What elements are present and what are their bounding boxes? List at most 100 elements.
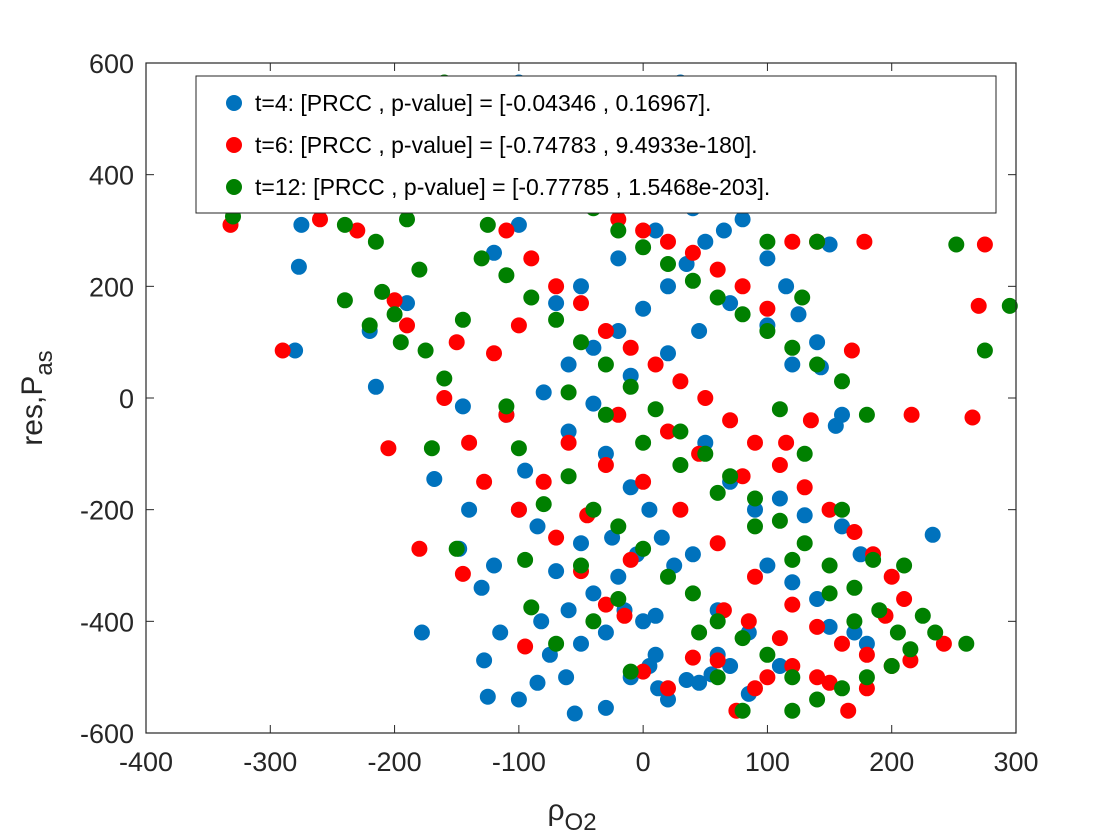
point-series-1-93 bbox=[771, 630, 788, 647]
point-series-2-80 bbox=[784, 551, 801, 568]
point-series-1-2 bbox=[380, 440, 397, 457]
point-series-2-72 bbox=[871, 602, 888, 619]
point-series-2-21 bbox=[660, 568, 676, 585]
point-series-2-103 bbox=[573, 557, 589, 574]
point-series-2-60 bbox=[573, 334, 589, 351]
point-series-0-55 bbox=[852, 546, 869, 563]
point-series-2-79 bbox=[747, 518, 763, 535]
point-series-2-33 bbox=[958, 635, 975, 652]
point-series-1-4 bbox=[411, 540, 428, 557]
point-series-1-63 bbox=[747, 434, 763, 451]
point-series-1-23 bbox=[759, 669, 776, 686]
point-series-2-92 bbox=[865, 551, 882, 568]
point-series-1-17 bbox=[635, 663, 652, 680]
point-series-1-49 bbox=[784, 233, 801, 250]
point-series-1-74 bbox=[672, 501, 689, 518]
y-tick-label-3: 0 bbox=[119, 384, 134, 414]
point-series-0-63 bbox=[660, 278, 676, 295]
point-series-1-53 bbox=[498, 222, 515, 239]
point-series-0-82 bbox=[548, 295, 565, 312]
y-tick-label-1: 400 bbox=[89, 161, 134, 191]
point-series-1-56 bbox=[573, 295, 589, 312]
point-series-2-95 bbox=[784, 702, 801, 719]
point-series-1-87 bbox=[734, 468, 751, 485]
point-series-0-37 bbox=[635, 613, 652, 630]
x-tick-label-5: 100 bbox=[745, 747, 790, 777]
point-series-2-5 bbox=[392, 334, 409, 351]
point-series-0-102 bbox=[809, 591, 826, 607]
point-series-2-3 bbox=[374, 283, 391, 300]
point-series-2-11 bbox=[454, 311, 471, 328]
point-series-0-47 bbox=[641, 501, 658, 518]
point-series-1-75 bbox=[709, 535, 726, 552]
point-series-0-112 bbox=[461, 501, 478, 518]
point-series-2-100 bbox=[548, 635, 565, 652]
point-series-0-72 bbox=[486, 244, 502, 261]
x-tick-label-0: -400 bbox=[119, 747, 173, 777]
point-series-1-31 bbox=[935, 635, 952, 652]
point-series-0-2 bbox=[290, 258, 307, 275]
point-series-0-1 bbox=[293, 216, 310, 233]
point-series-0-21 bbox=[597, 699, 614, 716]
point-series-0-12 bbox=[479, 688, 496, 705]
x-tick-label-6: 200 bbox=[869, 747, 914, 777]
point-series-0-84 bbox=[610, 250, 627, 267]
point-series-0-7 bbox=[426, 471, 443, 487]
point-series-1-61 bbox=[697, 390, 714, 406]
point-series-2-8 bbox=[417, 342, 434, 359]
point-series-2-77 bbox=[672, 457, 689, 473]
point-series-2-84 bbox=[809, 233, 826, 250]
point-series-2-98 bbox=[622, 663, 639, 680]
point-series-0-5 bbox=[399, 295, 415, 312]
x-axis-label-main: ρ bbox=[547, 794, 564, 827]
point-series-2-13 bbox=[498, 398, 515, 415]
point-series-1-67 bbox=[846, 524, 863, 540]
point-series-2-12 bbox=[479, 216, 496, 233]
point-series-0-9 bbox=[454, 398, 471, 415]
point-series-0-70 bbox=[790, 306, 807, 323]
point-series-1-95 bbox=[622, 551, 639, 568]
point-series-0-27 bbox=[678, 672, 695, 688]
point-series-2-89 bbox=[771, 401, 788, 418]
point-series-0-58 bbox=[535, 384, 552, 401]
point-series-0-113 bbox=[486, 557, 502, 574]
point-series-1-1 bbox=[274, 342, 291, 359]
point-series-0-53 bbox=[796, 507, 813, 524]
point-series-2-94 bbox=[914, 607, 931, 624]
y-tick-label-6: -600 bbox=[80, 719, 134, 749]
point-series-0-14 bbox=[510, 691, 527, 708]
point-series-1-57 bbox=[597, 323, 614, 339]
point-series-1-71 bbox=[560, 434, 577, 451]
point-series-0-10 bbox=[473, 579, 490, 596]
x-axis-label: ρO2 bbox=[547, 794, 596, 836]
point-series-1-79 bbox=[834, 635, 850, 652]
point-series-2-51 bbox=[759, 323, 776, 339]
point-series-1-58 bbox=[622, 339, 639, 356]
point-series-2-20 bbox=[635, 540, 652, 557]
point-series-1-45 bbox=[684, 244, 701, 261]
point-series-0-67 bbox=[734, 211, 751, 228]
point-series-1-19 bbox=[684, 649, 701, 666]
point-series-1-33 bbox=[976, 236, 993, 253]
point-series-0-54 bbox=[834, 518, 850, 535]
point-series-0-110 bbox=[597, 624, 614, 641]
legend-marker-t12 bbox=[226, 179, 242, 195]
point-series-2-16 bbox=[535, 496, 552, 513]
point-series-1-3 bbox=[386, 292, 403, 309]
x-tick-label-2: -200 bbox=[368, 747, 422, 777]
point-series-2-7 bbox=[423, 440, 440, 457]
point-series-2-22 bbox=[684, 585, 701, 602]
point-series-1-72 bbox=[597, 457, 614, 473]
point-series-2-19 bbox=[610, 518, 627, 535]
point-series-2-34 bbox=[976, 342, 993, 359]
point-series-1-8 bbox=[454, 565, 471, 582]
point-series-1-52 bbox=[843, 342, 860, 359]
point-series-1-12 bbox=[517, 638, 534, 655]
point-series-1-85 bbox=[660, 423, 676, 440]
point-series-0-83 bbox=[573, 278, 589, 295]
point-series-1-11 bbox=[510, 501, 527, 518]
point-series-1-43 bbox=[635, 222, 652, 239]
point-series-1-15 bbox=[597, 596, 614, 613]
point-series-1-70 bbox=[896, 591, 913, 607]
